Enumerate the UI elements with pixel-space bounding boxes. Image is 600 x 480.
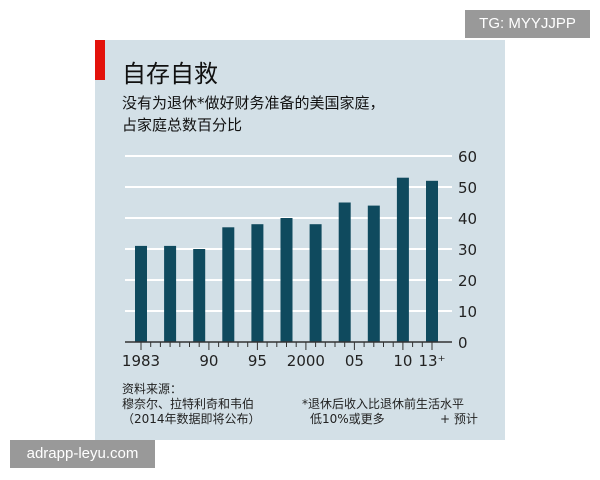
red-accent-bar [95, 40, 105, 80]
bar [164, 245, 177, 342]
y-tick-label: 20 [458, 272, 477, 290]
chart-title: 自存自救 [122, 60, 218, 88]
note-line-2: 低10%或更多 [310, 412, 385, 426]
bar [309, 224, 322, 342]
bar [396, 177, 409, 342]
chart-subtitle-line-2: 占家庭总数百分比 [122, 116, 243, 134]
source-line-2: （2014年数据即将公布） [122, 412, 261, 426]
chart-subtitle-line-1: 没有为退休*做好财务准备的美国家庭， [122, 94, 385, 112]
bar [222, 227, 235, 342]
source-label: 资料来源： [122, 382, 183, 396]
x-tick-label: 95 [248, 352, 267, 370]
bar [280, 218, 293, 342]
y-tick-label: 50 [458, 179, 477, 197]
y-tick-label: 40 [458, 210, 477, 228]
y-tick-label: 30 [458, 241, 477, 259]
x-tick-label: 2000 [287, 352, 325, 370]
x-tick-label: 13⁺ [418, 352, 445, 370]
y-tick-label: 60 [458, 148, 477, 166]
bar [251, 224, 264, 342]
watermark-bottom: adrapp-leyu.com [10, 440, 155, 468]
y-tick-label: 10 [458, 303, 477, 321]
bar [193, 249, 206, 342]
x-tick-label: 1983 [122, 352, 160, 370]
bar [338, 202, 351, 342]
x-tick-label: 05 [345, 352, 364, 370]
note-line-3: + 预计 [440, 412, 478, 426]
x-tick-label: 90 [199, 352, 218, 370]
watermark-top: TG: MYYJJPP [465, 10, 590, 38]
y-tick-label: 0 [458, 334, 468, 352]
bar [367, 205, 380, 342]
x-tick-label: 10 [393, 352, 412, 370]
source-line-1: 穆奈尔、拉特利奇和韦伯 [122, 397, 255, 411]
bar [135, 245, 147, 342]
bar [426, 180, 438, 342]
note-line-1: *退休后收入比退休前生活水平 [302, 397, 465, 411]
